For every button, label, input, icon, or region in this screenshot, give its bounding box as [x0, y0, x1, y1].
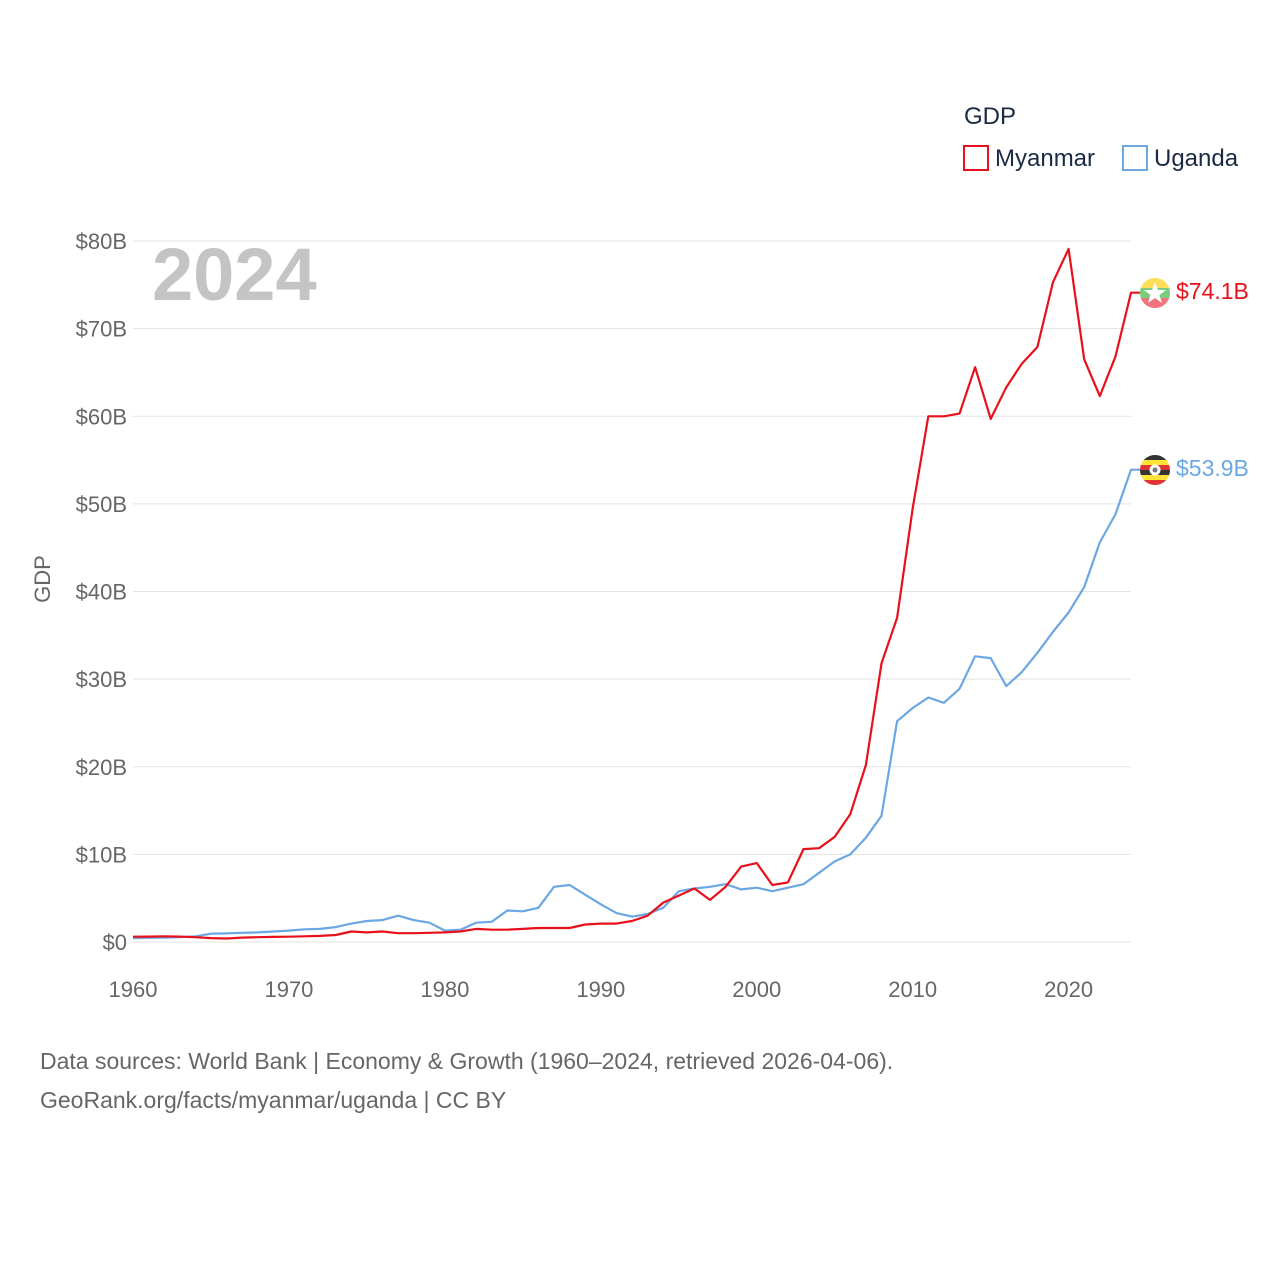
x-tick-label: 2020: [1044, 977, 1093, 1002]
y-tick-label: $60B: [76, 404, 127, 429]
y-tick-label: $70B: [76, 317, 127, 342]
y-tick-label: $10B: [76, 842, 127, 867]
source-line-1: Data sources: World Bank | Economy & Gro…: [40, 1048, 894, 1074]
myanmar-flag-icon: [1140, 278, 1170, 308]
x-tick-label: 2000: [732, 977, 781, 1002]
uganda-flag-icon: [1140, 455, 1170, 485]
x-tick-label: 2010: [888, 977, 937, 1002]
legend-label-uganda[interactable]: Uganda: [1154, 145, 1239, 172]
legend-swatch-uganda[interactable]: [1122, 145, 1148, 171]
x-tick-label: 1970: [264, 977, 313, 1002]
end-value-label-myanmar: $74.1B: [1176, 278, 1249, 304]
series-line-uganda[interactable]: [132, 468, 1141, 940]
y-tick-label: $80B: [76, 229, 127, 254]
y-tick-label: $50B: [76, 492, 127, 517]
y-tick-label: $30B: [76, 667, 127, 692]
legend-label-myanmar[interactable]: Myanmar: [995, 145, 1095, 172]
end-value-label-uganda: $53.9B: [1176, 455, 1249, 481]
data-source-note: Data sources: World Bank | Economy & Gro…: [40, 1042, 1240, 1120]
y-tick-label: $0: [103, 930, 127, 955]
legend-title: GDP: [964, 103, 1016, 130]
y-tick-label: $20B: [76, 755, 127, 780]
x-tick-label: 1990: [576, 977, 625, 1002]
source-line-2[interactable]: GeoRank.org/facts/myanmar/uganda | CC BY: [40, 1087, 507, 1113]
x-tick-label: 1960: [109, 977, 158, 1002]
legend-swatch-myanmar[interactable]: [963, 145, 989, 171]
current-year-label: 2024: [152, 233, 317, 316]
y-axis: $0 $10B $20B $30B $40B $50B $60B $70B $80B: [76, 229, 1131, 955]
series-line-myanmar[interactable]: [132, 247, 1141, 940]
x-axis: 1960 1970 1980 1990 2000 2010 2020: [109, 977, 1094, 1002]
y-tick-label: $40B: [76, 580, 127, 605]
gdp-line-chart: GDP Myanmar Uganda $0 $10B $20B $30B $40B $50…: [30, 103, 1249, 1002]
x-tick-label: 1980: [420, 977, 469, 1002]
y-axis-title: GDP: [30, 555, 55, 603]
legend: GDP Myanmar Uganda: [963, 103, 1239, 172]
